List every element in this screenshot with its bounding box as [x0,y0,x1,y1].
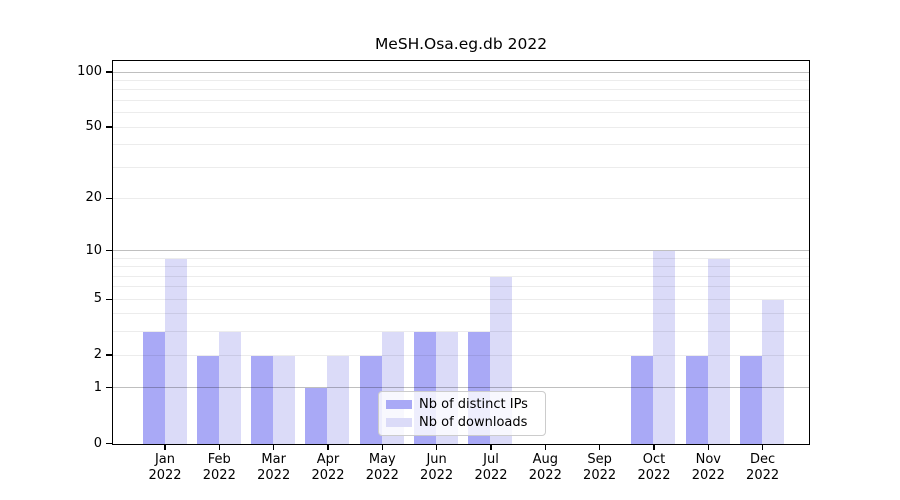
minor-gridline [113,298,809,300]
minor-gridline [113,89,809,91]
bar-nb-of-downloads-mar [273,355,296,444]
x-tick [381,445,384,450]
x-tick-label-oct: Oct 2022 [637,452,671,483]
bar-nb-of-distinct-ips-may [359,355,382,444]
x-tick-label-jan: Jan 2022 [148,452,182,483]
y-tick-label: 2 [93,347,102,363]
minor-gridline [113,275,809,277]
bar-nb-of-downloads-feb [218,332,241,444]
minor-gridline [113,354,809,356]
minor-gridline [113,331,809,333]
legend-label-distinct-ips: Nb of distinct IPs [419,396,528,412]
legend-row-distinct-ips: Nb of distinct IPs [379,395,545,413]
x-tick-label-aug: Aug 2022 [528,452,562,483]
minor-gridline [113,99,809,101]
bar-nb-of-distinct-ips-feb [196,355,219,444]
y-tick-label: 20 [85,190,102,206]
legend-swatch-downloads [386,418,412,428]
x-tick-label-dec: Dec 2022 [746,452,780,483]
major-gridline [113,250,809,251]
y-tick [106,197,112,200]
x-tick [490,445,492,450]
legend-row-downloads: Nb of downloads [379,414,545,432]
y-tick [106,386,112,389]
major-gridline [113,387,809,389]
minor-gridline [113,266,809,268]
y-tick [106,249,112,252]
minor-gridline [113,79,809,81]
y-tick-label: 1 [93,379,102,395]
x-tick-label-mar: Mar 2022 [257,452,291,483]
x-tick [164,445,166,450]
legend-swatch-distinct-ips [386,399,412,409]
x-tick [435,445,438,450]
minor-gridline [113,112,809,113]
y-tick-label: 50 [85,119,102,134]
legend-label-downloads: Nb of downloads [419,415,528,431]
minor-gridline [113,313,809,315]
x-tick-label-feb: Feb 2022 [202,452,236,483]
x-tick [653,445,655,450]
plot-canvas: Nb of distinct IPs Nb of downloads [113,61,809,444]
x-tick [761,445,764,450]
bar-nb-of-distinct-ips-dec [740,355,763,444]
x-tick-label-jun: Jun 2022 [420,452,454,483]
minor-gridline [113,126,809,128]
y-tick-label: 10 [85,242,102,258]
legend: Nb of distinct IPs Nb of downloads [378,391,546,436]
x-tick-label-may: May 2022 [365,452,399,483]
bar-nb-of-distinct-ips-mar [251,355,274,444]
bar-nb-of-downloads-dec [762,299,785,444]
x-tick [707,445,709,450]
x-tick-label-nov: Nov 2022 [691,452,725,483]
y-tick [106,442,112,445]
bar-nb-of-distinct-ips-apr [305,388,328,444]
x-tick [327,445,329,450]
x-tick-label-sep: Sep 2022 [583,452,617,483]
minor-gridline [113,286,809,288]
x-tick-label-apr: Apr 2022 [311,452,345,483]
major-gridline [113,71,809,73]
chart-title: MeSH.Osa.eg.db 2022 [374,35,548,53]
minor-gridline [113,166,809,168]
x-tick [272,445,275,450]
bar-nb-of-distinct-ips-nov [685,355,708,444]
y-tick-label: 100 [77,64,102,79]
y-tick-label: 5 [93,291,102,307]
x-tick [598,445,601,450]
bar-nb-of-downloads-apr [327,355,350,444]
bar-nb-of-downloads-nov [707,258,730,444]
minor-gridline [113,197,809,199]
y-tick [106,71,112,73]
bar-nb-of-downloads-oct [653,251,676,444]
y-tick [106,126,112,128]
bar-nb-of-downloads-jan [164,258,187,444]
x-tick [544,445,547,450]
x-tick [218,445,221,450]
y-tick [106,298,112,300]
bar-nb-of-distinct-ips-oct [631,355,654,444]
y-tick [106,354,112,356]
minor-gridline [113,257,809,259]
bar-nb-of-distinct-ips-jan [142,332,165,444]
y-tick-label: 0 [93,435,102,451]
plot-area: Nb of distinct IPs Nb of downloads [112,60,810,445]
x-tick-label-jul: Jul 2022 [474,452,508,483]
minor-gridline [113,144,809,145]
